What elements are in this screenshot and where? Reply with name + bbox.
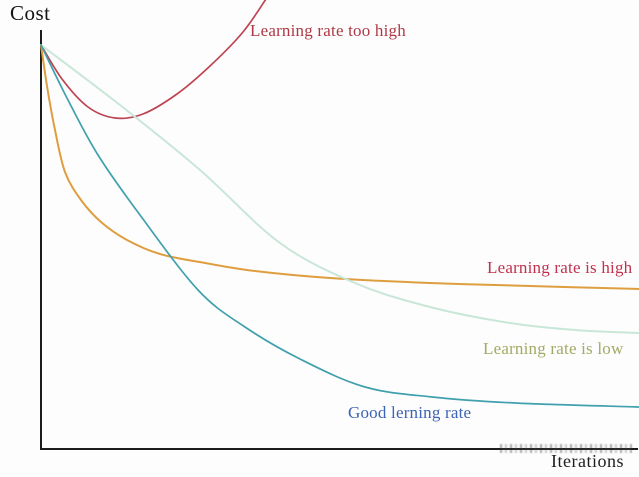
series-curve-3 (40, 44, 639, 408)
series-curve-0 (40, 0, 267, 120)
series-curve-2 (40, 44, 639, 334)
series-label-good-learning-rate: Good lerning rate (348, 403, 472, 422)
watermark-artifact (500, 444, 632, 453)
series-label-learning-rate-too-high: Learning rate too high (250, 21, 406, 40)
series-curve-1 (40, 44, 639, 290)
series-label-learning-rate-is-high: Learning rate is high (487, 258, 633, 277)
x-axis-label: Iterations (551, 451, 624, 471)
y-axis-label: Cost (10, 1, 51, 25)
series-label-learning-rate-is-low: Learning rate is low (483, 339, 624, 358)
